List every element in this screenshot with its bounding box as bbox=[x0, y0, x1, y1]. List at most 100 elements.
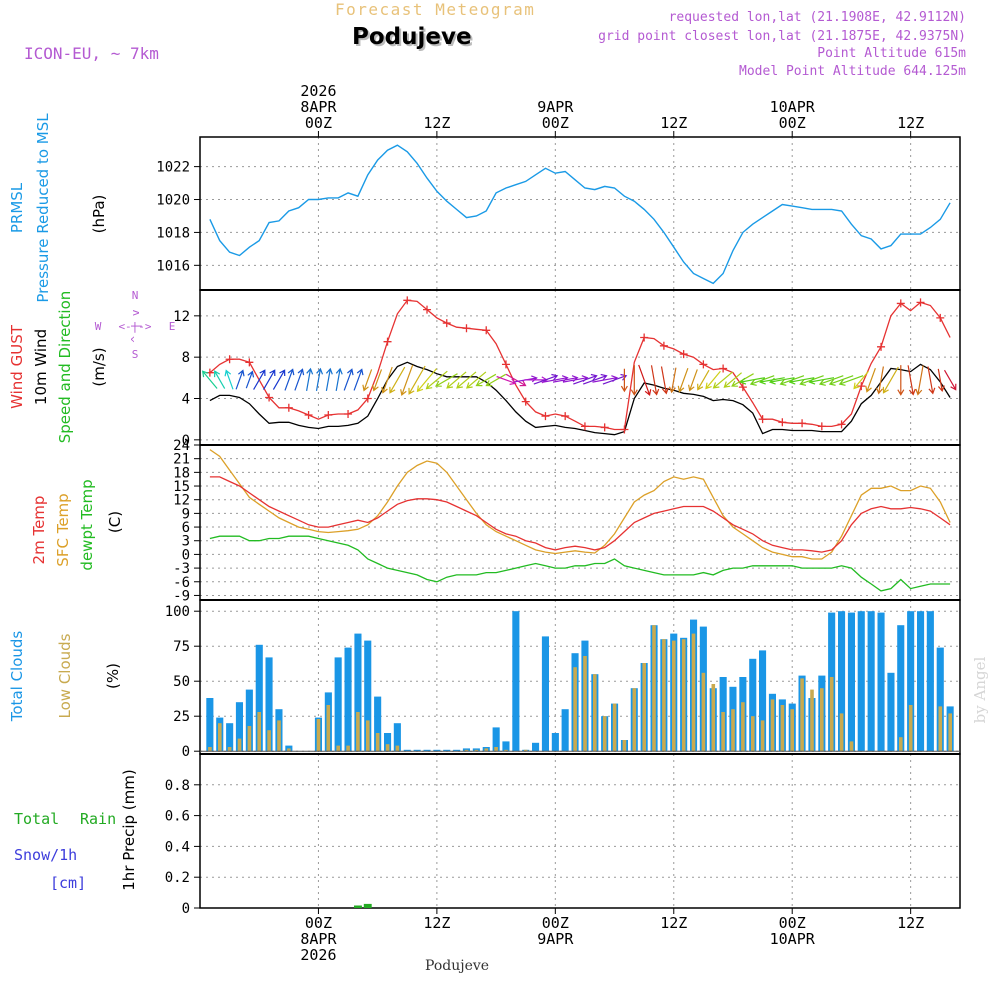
wind-direction-arrow bbox=[768, 377, 795, 385]
low-cloud-bar bbox=[849, 741, 854, 752]
gust-marker bbox=[225, 355, 234, 364]
gust-line bbox=[209, 299, 951, 431]
label-snow-unit: [cm] bbox=[50, 874, 86, 892]
low-cloud-bar bbox=[336, 745, 340, 752]
gust-marker bbox=[936, 313, 945, 322]
wind-direction-arrow bbox=[272, 369, 286, 390]
wind-direction-arrow bbox=[712, 371, 733, 389]
wind-direction-arrow bbox=[372, 369, 383, 392]
y-tick-label: 24 bbox=[173, 438, 190, 454]
y-tick-label: 75 bbox=[173, 639, 190, 655]
label-pressure-msl: Pressure Reduced to MSL bbox=[34, 113, 52, 303]
low-cloud-bar bbox=[237, 738, 242, 752]
low-cloud-bar bbox=[494, 747, 498, 752]
wind-direction-arrow bbox=[434, 373, 458, 387]
gust-marker bbox=[403, 296, 412, 305]
gust-marker bbox=[561, 412, 570, 421]
label-prmsl: PRMSL bbox=[8, 182, 26, 233]
gust-marker bbox=[679, 350, 688, 359]
wind-direction-arrow bbox=[362, 369, 373, 392]
label-dewpt-temp: dewpt Temp bbox=[78, 479, 96, 570]
y-tick-label: -3 bbox=[173, 561, 190, 577]
wind-direction-arrow bbox=[630, 365, 638, 396]
gust-marker bbox=[521, 397, 530, 406]
low-cloud-bar bbox=[908, 705, 913, 752]
x-tick-label-bottom: 2026 bbox=[300, 946, 336, 964]
total-cloud-bar bbox=[255, 644, 263, 752]
y-tick-label: 3 bbox=[182, 534, 190, 550]
total-cloud-bar bbox=[413, 749, 421, 752]
wind-direction-arrow bbox=[425, 370, 448, 390]
total-cloud-bar bbox=[285, 745, 293, 752]
wind-direction-arrow bbox=[943, 369, 957, 391]
gust-marker bbox=[877, 342, 886, 351]
wind-direction-arrow bbox=[739, 377, 766, 385]
wind-direction-arrow bbox=[533, 373, 559, 385]
wind-direction-arrow bbox=[496, 375, 517, 385]
total-cloud-bar bbox=[403, 749, 411, 752]
total-cloud-bar bbox=[226, 723, 234, 752]
compass-e: E bbox=[169, 320, 176, 333]
gust-marker bbox=[896, 299, 905, 308]
y-tick-label: -6 bbox=[173, 575, 190, 591]
wind-direction-arrow bbox=[660, 366, 669, 395]
wind-direction-arrow bbox=[306, 367, 314, 392]
gust-marker bbox=[245, 358, 254, 367]
wind-direction-arrow bbox=[853, 370, 869, 390]
point-altitude: Point Altitude 615m bbox=[817, 46, 966, 61]
wind-direction-arrow bbox=[245, 370, 255, 389]
gust-marker bbox=[344, 410, 353, 418]
gust-marker bbox=[916, 298, 925, 307]
y-tick-label: 12 bbox=[173, 493, 190, 509]
gust-marker bbox=[383, 337, 392, 346]
requested-coords: requested lon,lat (21.1908E, 42.9112N) bbox=[668, 10, 966, 25]
y-tick-label: 21 bbox=[173, 452, 190, 468]
label-total-clouds: Total Clouds bbox=[8, 631, 26, 723]
wind-direction-arrow bbox=[927, 366, 936, 395]
wind-direction-arrow bbox=[253, 369, 266, 390]
y-tick-label: 0.8 bbox=[165, 778, 190, 794]
gust-marker bbox=[442, 319, 451, 328]
total-cloud-bar bbox=[265, 657, 273, 752]
y-tick-label: 1022 bbox=[156, 160, 190, 176]
wind-direction-arrow bbox=[456, 371, 477, 389]
low-cloud-bar bbox=[672, 640, 676, 752]
low-cloud-bar bbox=[711, 684, 716, 752]
wind-direction-arrow bbox=[582, 373, 608, 385]
precip-bar bbox=[363, 903, 372, 908]
y-tick-label: 8 bbox=[182, 350, 190, 366]
wind-direction-arrow bbox=[650, 365, 660, 396]
label-c: (C) bbox=[106, 511, 124, 533]
low-cloud-bar bbox=[681, 639, 686, 752]
footer-location: Podujeve bbox=[425, 958, 490, 974]
precip-bar bbox=[354, 905, 362, 908]
low-cloud-bar bbox=[573, 667, 577, 752]
gust-marker bbox=[600, 423, 609, 432]
total-cloud-bar bbox=[512, 611, 520, 752]
gust-marker bbox=[541, 412, 550, 421]
wind-direction-arrow bbox=[284, 368, 295, 391]
gust-marker bbox=[738, 383, 747, 392]
wind-direction-arrow bbox=[808, 377, 835, 385]
total-cloud-bar bbox=[532, 742, 540, 752]
label-percent: (%) bbox=[104, 663, 122, 689]
total-cloud-bar bbox=[334, 657, 342, 752]
wind-direction-arrow bbox=[475, 373, 497, 387]
gust-marker bbox=[837, 420, 846, 429]
total-cloud-bar bbox=[374, 696, 382, 752]
y-tick-label: 50 bbox=[173, 674, 190, 690]
low-cloud-bar bbox=[741, 702, 745, 752]
label-ms: (m/s) bbox=[90, 347, 108, 386]
wind-direction-arrow bbox=[353, 368, 364, 391]
wind-direction-arrow bbox=[214, 370, 226, 389]
low-cloud-bar bbox=[612, 703, 617, 752]
low-cloud-bar bbox=[227, 747, 232, 752]
wind-direction-arrow bbox=[638, 364, 652, 396]
total-cloud-bar bbox=[344, 647, 352, 752]
low-cloud-bar bbox=[721, 712, 725, 752]
low-cloud-bar bbox=[790, 709, 794, 752]
panel-frame bbox=[199, 289, 961, 446]
wind-direction-arrow bbox=[416, 368, 437, 393]
gust-marker bbox=[580, 422, 589, 431]
panel-frame bbox=[199, 753, 961, 909]
